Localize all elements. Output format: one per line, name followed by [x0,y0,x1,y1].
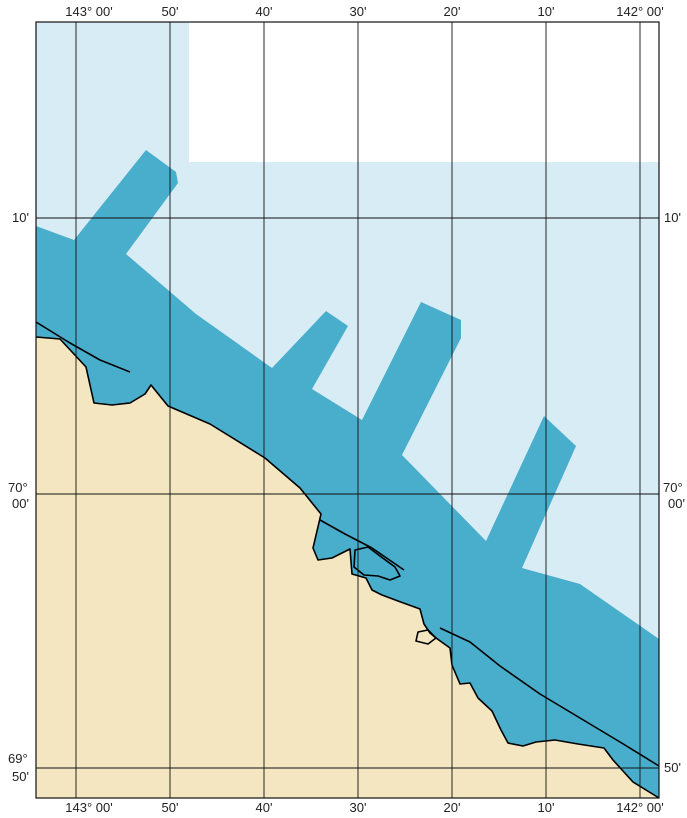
barrier-island-coastline [35,321,660,767]
lat-label-left: 50' [12,769,29,784]
map-frame [35,21,660,799]
left-latitude-labels: 10' 70° 00' 69° 50' [8,210,29,784]
lat-label-left: 69° [8,751,28,766]
lat-label-left: 10' [12,210,29,225]
lon-label-bottom: 50' [162,800,179,815]
bottom-longitude-labels: 143° 00' 50' 40' 30' 20' 10' 142° 00' [65,800,663,815]
lon-label-top: 143° 00' [65,4,112,19]
lon-label-top: 10' [538,4,555,19]
island [353,546,401,581]
lon-label-top: 20' [444,4,461,19]
right-latitude-labels: 10' 70° 00' 50' [663,210,685,775]
island [415,629,437,645]
lon-label-bottom: 40' [256,800,273,815]
lat-label-left: 00' [12,496,29,511]
lat-label-right: 70° [663,480,683,495]
lat-label-right: 00' [668,496,685,511]
coastline [35,336,660,799]
graticule [36,22,659,798]
land-area [36,337,659,798]
lon-label-top: 50' [162,4,179,19]
top-longitude-labels: 143° 00' 50' 40' 30' 20' 10' 142° 00' [65,4,663,19]
lon-label-bottom: 20' [444,800,461,815]
lon-label-bottom: 10' [538,800,555,815]
lon-label-top: 30' [350,4,367,19]
lat-label-right: 10' [664,210,681,225]
lon-label-top: 40' [256,4,273,19]
lon-label-bottom: 30' [350,800,367,815]
lon-label-bottom: 143° 00' [65,800,112,815]
lon-label-top: 142° 00' [616,4,663,19]
dark-water-zone [36,150,659,798]
lon-label-bottom: 142° 00' [616,800,663,815]
blank-area [189,22,659,162]
lat-label-right: 50' [664,760,681,775]
lat-label-left: 70° [8,480,28,495]
